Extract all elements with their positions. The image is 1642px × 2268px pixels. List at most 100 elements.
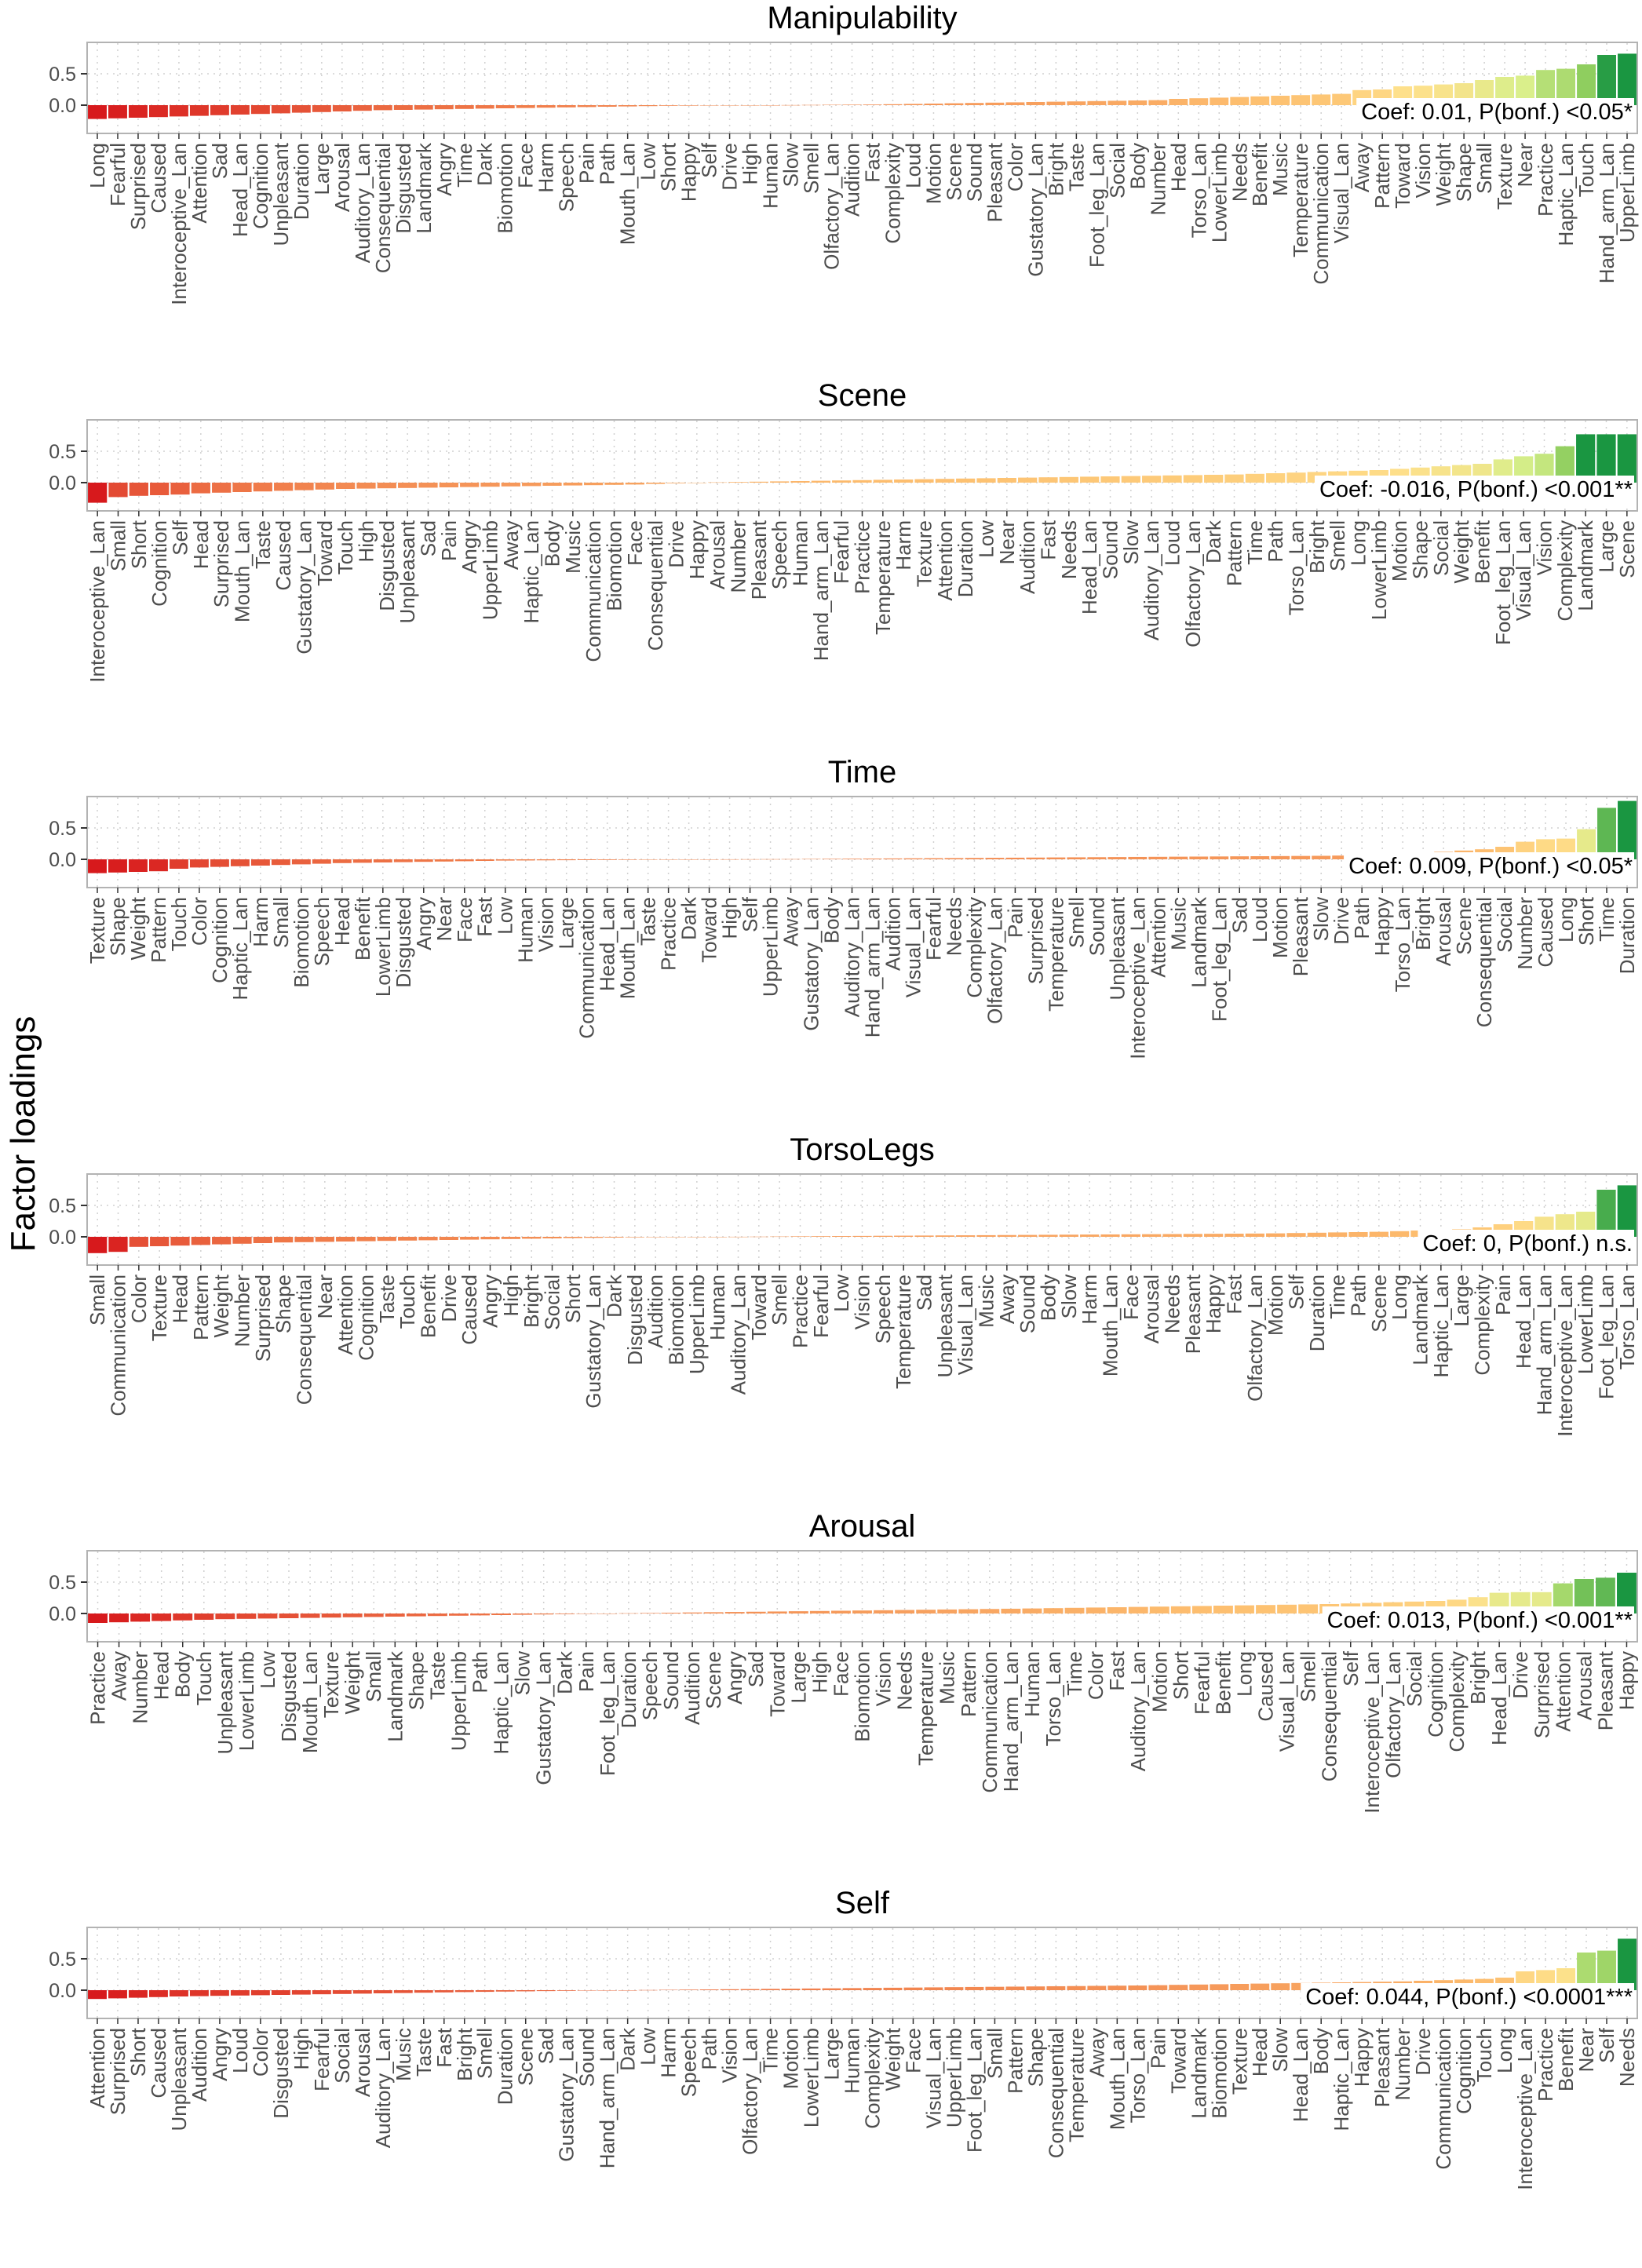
bar-pattern xyxy=(149,859,168,872)
bar-human xyxy=(708,1237,728,1238)
x-tick-label: Speech xyxy=(871,1274,895,1344)
bar-happy xyxy=(1204,1234,1224,1237)
x-tick-label: LowerLimb xyxy=(371,897,395,997)
bar-large xyxy=(822,1988,841,1990)
x-tick-label: Touch xyxy=(167,897,191,951)
bar-sound xyxy=(1018,1234,1038,1237)
x-tick-label: Temperature xyxy=(1289,143,1312,257)
bar-smell xyxy=(1067,857,1086,859)
bar-slow xyxy=(1312,855,1331,859)
bar-needs xyxy=(895,1610,915,1613)
bar-long xyxy=(88,105,107,119)
bar-low xyxy=(638,1989,658,1991)
bar-unpleasant xyxy=(1107,857,1127,859)
x-tick-label: Self xyxy=(1339,1650,1363,1686)
bar-body xyxy=(173,1613,193,1621)
bar-scene xyxy=(516,1990,535,1992)
x-tick-label: Needs xyxy=(1057,520,1081,579)
annotation-coef: Coef: 0, P(bonf.) n.s. xyxy=(1422,1231,1633,1256)
bar-head xyxy=(1250,1983,1270,1990)
bar-vision xyxy=(852,1235,872,1237)
x-tick-label: Taste xyxy=(375,1274,399,1323)
bar-sad xyxy=(914,1235,934,1237)
x-tick-label: Attention xyxy=(188,143,211,224)
bar-benefit xyxy=(1250,96,1270,105)
x-tick-label: Music xyxy=(1268,143,1292,196)
bar-foot-leg-lan xyxy=(965,1986,984,1990)
x-tick-label: Face xyxy=(453,897,476,943)
bar-cognition xyxy=(210,859,229,867)
x-tick-label: Pattern xyxy=(189,1274,213,1340)
x-tick-label: Small xyxy=(1472,143,1496,194)
bar-taste xyxy=(377,1237,396,1242)
x-tick-label: Gustatory_Lan xyxy=(555,2028,578,2162)
bar-texture xyxy=(321,1613,341,1618)
bar-pleasant xyxy=(1291,855,1311,859)
x-tick-label: Happy xyxy=(1350,2028,1374,2087)
x-tick-label: Gustatory_Lan xyxy=(1024,143,1047,277)
bar-scene xyxy=(944,103,964,105)
bar-biomotion xyxy=(604,483,624,485)
bar-scene xyxy=(1369,1231,1388,1237)
bar-mouth-lan xyxy=(232,483,252,492)
x-tick-label: Face xyxy=(901,2028,925,2073)
bar-speech xyxy=(312,859,331,864)
bar-motion xyxy=(781,1989,801,1990)
bar-human xyxy=(790,481,810,483)
x-tick-label: Cognition xyxy=(355,1274,378,1361)
x-tick-label: Low xyxy=(637,143,660,180)
annotation-background xyxy=(1356,98,1634,126)
x-tick-label: Long xyxy=(1232,1651,1256,1697)
x-tick-label: Benefit xyxy=(1211,1650,1235,1715)
x-tick-label: Interoceptive_Lan xyxy=(1126,897,1149,1059)
x-tick-label: Haptic_Lan xyxy=(1554,143,1578,246)
bar-motion xyxy=(924,104,943,105)
chart-panel-torsolegs: TorsoLegs0.50.0SmallCommunicationColorTe… xyxy=(49,1132,1639,1437)
bar-head-lan xyxy=(597,859,617,860)
x-tick-label: Audition xyxy=(881,897,904,971)
x-tick-label: Dark xyxy=(473,142,497,186)
x-tick-label: Harm xyxy=(535,143,558,193)
bar-slow xyxy=(1121,476,1140,483)
x-tick-label: Sound xyxy=(575,2028,599,2087)
bar-slow xyxy=(1271,1983,1290,1990)
bar-fast xyxy=(434,1990,454,1993)
x-tick-label: Angry xyxy=(723,1651,746,1705)
x-tick-label: Smell xyxy=(768,1274,791,1325)
x-tick-label: Self xyxy=(1285,1274,1308,1310)
bar-mouth-lan xyxy=(618,105,637,107)
x-tick-label: Bright xyxy=(1305,520,1329,574)
x-tick-label: Low xyxy=(637,2028,660,2066)
x-tick-label: Foot_leg_Lan xyxy=(1207,897,1231,1022)
bar-benefit xyxy=(418,1237,438,1241)
x-tick-label: Shape xyxy=(106,897,130,956)
x-tick-label: Landmark xyxy=(1187,896,1210,988)
x-tick-label: Speech xyxy=(638,1651,662,1720)
x-tick-label: Scene xyxy=(702,1651,725,1709)
x-tick-label: Hand_arm_Lan xyxy=(999,1651,1023,1792)
x-tick-label: Body xyxy=(541,520,564,567)
bar-arousal xyxy=(1142,1234,1162,1237)
bar-toward xyxy=(315,483,334,490)
bar-complexity xyxy=(883,104,903,105)
bar-pain xyxy=(439,483,458,487)
bar-head-lan xyxy=(230,105,250,115)
bar-color xyxy=(1086,1607,1106,1613)
x-tick-label: Color xyxy=(188,897,211,946)
bar-disgusted xyxy=(279,1613,299,1618)
x-tick-label: Head xyxy=(169,1274,192,1323)
x-tick-label: Long xyxy=(1347,520,1370,566)
x-tick-label: Away xyxy=(499,520,523,570)
bar-shape xyxy=(1026,1986,1045,1990)
x-tick-label: Pattern xyxy=(1003,2028,1027,2094)
bar-head xyxy=(1169,99,1188,105)
bar-number xyxy=(130,1613,151,1622)
bar-caused xyxy=(274,483,294,491)
x-tick-label: Hand_arm_Lan xyxy=(1595,143,1618,283)
y-tick-label: 0.0 xyxy=(49,849,76,871)
bar-texture xyxy=(914,479,934,483)
bar-taste xyxy=(414,1990,433,1993)
bar-unpleasant xyxy=(215,1613,235,1620)
bar-temperature xyxy=(873,479,892,483)
x-tick-label: Taste xyxy=(412,2028,436,2077)
